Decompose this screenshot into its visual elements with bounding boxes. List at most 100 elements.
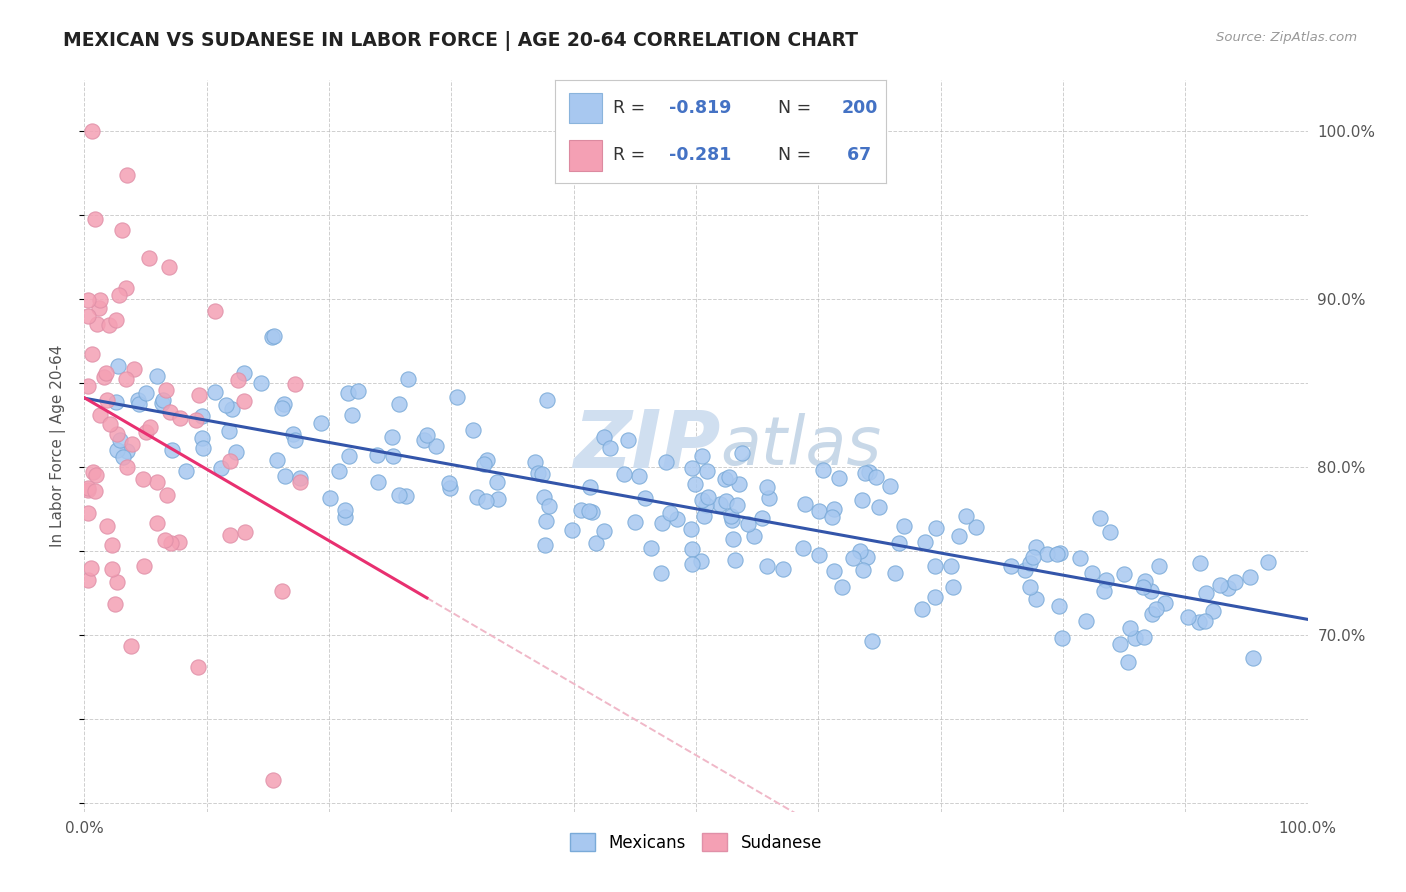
Point — [721, 532, 744, 546]
Point — [367, 475, 389, 490]
Point — [1014, 563, 1036, 577]
Point — [1094, 574, 1116, 588]
Point — [284, 433, 307, 447]
Point — [439, 481, 461, 495]
Point — [617, 433, 640, 447]
Point — [1098, 525, 1121, 540]
Text: atlas: atlas — [720, 413, 882, 479]
Point — [1188, 556, 1211, 570]
Point — [152, 393, 174, 408]
Point — [681, 557, 703, 571]
Point — [100, 538, 122, 552]
Point — [756, 559, 779, 574]
Point — [184, 413, 207, 427]
Point — [593, 524, 616, 539]
Point — [273, 469, 295, 483]
Point — [159, 405, 181, 419]
Point — [849, 543, 872, 558]
Point — [475, 493, 498, 508]
Point — [720, 509, 742, 524]
Point — [309, 416, 332, 430]
Point — [693, 509, 716, 524]
Point — [191, 431, 214, 445]
Point — [939, 558, 962, 573]
Point — [1050, 631, 1073, 645]
Point — [534, 538, 557, 552]
Point — [737, 517, 759, 532]
Point — [1177, 609, 1199, 624]
Point — [226, 373, 249, 387]
Point — [333, 509, 356, 524]
Point — [1092, 583, 1115, 598]
Point — [446, 390, 468, 404]
Point — [536, 393, 558, 408]
Point — [134, 558, 156, 573]
Point — [77, 379, 100, 393]
Point — [681, 542, 703, 557]
Point — [225, 444, 247, 458]
Point — [472, 458, 495, 472]
Point — [1194, 614, 1216, 628]
Point — [112, 450, 135, 464]
Point — [233, 394, 256, 409]
Point — [218, 454, 240, 468]
Point — [1081, 566, 1104, 580]
Point — [1119, 621, 1142, 635]
Point — [1241, 650, 1264, 665]
Point — [807, 504, 830, 518]
Point — [523, 455, 546, 469]
Point — [96, 518, 118, 533]
Point — [77, 309, 100, 323]
Point — [105, 427, 128, 442]
Point — [714, 493, 737, 508]
Point — [115, 444, 138, 458]
Point — [860, 633, 883, 648]
Point — [858, 465, 880, 479]
Point — [690, 450, 713, 464]
Point — [82, 124, 104, 138]
Point — [89, 293, 111, 307]
Point — [1140, 607, 1163, 621]
Point — [337, 449, 360, 463]
Point — [262, 772, 284, 787]
Point — [1201, 604, 1223, 618]
Point — [335, 502, 357, 516]
Point — [531, 467, 554, 481]
Point — [271, 401, 294, 415]
Point — [1112, 566, 1135, 581]
Point — [101, 562, 124, 576]
Point — [283, 427, 305, 442]
Point — [120, 639, 142, 653]
Point — [169, 535, 191, 549]
Bar — [568, 140, 602, 170]
Point — [823, 564, 845, 578]
Point — [290, 475, 312, 489]
Point — [842, 551, 865, 566]
Point — [728, 477, 751, 491]
Point — [77, 482, 100, 496]
Point — [1132, 580, 1154, 594]
Text: R =: R = — [613, 99, 651, 117]
Point — [235, 524, 257, 539]
Point — [665, 511, 688, 525]
Point — [865, 470, 887, 484]
Bar — [568, 93, 602, 123]
Point — [98, 417, 121, 432]
Point — [396, 372, 419, 386]
Point — [883, 566, 905, 581]
Point — [84, 211, 107, 226]
Point — [187, 659, 209, 673]
Point — [655, 455, 678, 469]
Point — [538, 500, 561, 514]
Text: ZIP: ZIP — [574, 407, 720, 485]
Point — [395, 489, 418, 503]
Point — [263, 328, 285, 343]
Point — [169, 411, 191, 425]
Point — [1144, 602, 1167, 616]
Point — [813, 463, 835, 477]
Point — [1257, 555, 1279, 569]
Point — [742, 529, 765, 543]
Point — [486, 475, 509, 489]
Point — [115, 281, 138, 295]
Point — [160, 536, 183, 550]
